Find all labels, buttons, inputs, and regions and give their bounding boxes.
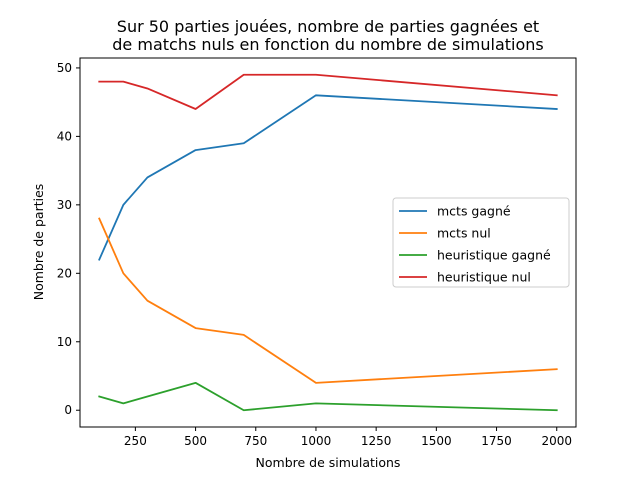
axes-frame — [79, 57, 577, 428]
y-tick-label: 20 — [57, 266, 72, 280]
legend-label-3: heuristique nul — [437, 270, 531, 285]
y-tick-label: 50 — [57, 61, 72, 75]
y-tick-label: 30 — [57, 198, 72, 212]
chart-title-line-2: de matchs nuls en fonction du nombre de … — [112, 35, 543, 54]
x-tick-label: 2000 — [541, 434, 572, 448]
x-tick-label: 1000 — [301, 434, 332, 448]
y-tick-label: 40 — [57, 129, 72, 143]
legend: mcts gagné mcts nul heuristique gagné heuri… — [392, 197, 570, 288]
x-tick-label: 250 — [124, 434, 147, 448]
legend-frame — [392, 197, 570, 288]
x-tick-label: 1750 — [481, 434, 512, 448]
legend-label-1: mcts nul — [437, 226, 491, 241]
legend-label-0: mcts gagné — [437, 204, 511, 219]
y-axis-label: Nombre de parties — [31, 184, 46, 301]
x-tick-label: 1250 — [361, 434, 392, 448]
series-line-1 — [98, 217, 558, 384]
y-tick-label: 10 — [57, 335, 72, 349]
series-line-2 — [98, 381, 558, 412]
legend-label-2: heuristique gagné — [437, 248, 551, 263]
plot-area: 250 500 750 1000 1250 1500 1750 2000 0 10 20 30 40 50 — [57, 57, 577, 448]
x-axis-label: Nombre de simulations — [256, 455, 401, 470]
y-tick-label: 0 — [64, 403, 72, 417]
series-line-0 — [98, 94, 558, 261]
chart-title-line-1: Sur 50 parties jouées, nombre de parties… — [117, 17, 539, 36]
x-tick-label: 750 — [244, 434, 267, 448]
x-tick-label: 1500 — [421, 434, 452, 448]
x-tick-label: 500 — [184, 434, 207, 448]
series-line-3 — [98, 73, 558, 110]
